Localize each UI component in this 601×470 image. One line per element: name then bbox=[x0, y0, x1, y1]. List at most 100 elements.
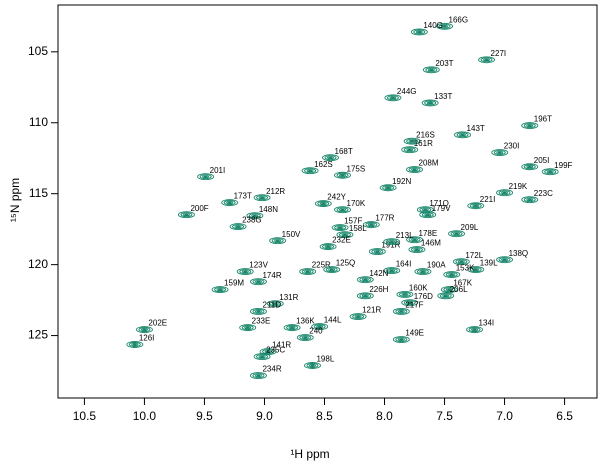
peak-contour bbox=[544, 169, 557, 175]
peak-label: 133T bbox=[434, 92, 452, 101]
peak-contour bbox=[424, 213, 432, 217]
peak-contour bbox=[286, 325, 299, 331]
peak-label: 166G bbox=[449, 15, 469, 24]
peak-contour bbox=[496, 256, 514, 264]
peak-contour bbox=[382, 185, 395, 191]
peak-contour bbox=[229, 223, 247, 231]
peak-contour bbox=[341, 233, 349, 237]
peak-contour bbox=[182, 213, 190, 217]
peak-label: 212R bbox=[266, 187, 285, 196]
peak-contour bbox=[322, 154, 339, 162]
peak-contour bbox=[468, 327, 481, 333]
peak-label: 123V bbox=[249, 261, 268, 270]
peak-contour bbox=[226, 201, 234, 205]
peak-contour bbox=[436, 22, 453, 30]
peak-label: 176D bbox=[414, 292, 433, 301]
peak-contour bbox=[258, 355, 266, 359]
peak-label: 201I bbox=[210, 166, 226, 175]
x-tick-label: 9.5 bbox=[196, 409, 213, 423]
peak-label: 139L bbox=[480, 259, 498, 268]
peak-label: 157F bbox=[344, 217, 362, 226]
peak-contour bbox=[319, 243, 337, 251]
peak-contour bbox=[269, 301, 282, 307]
peak-label: 199F bbox=[554, 161, 572, 170]
peak bbox=[218, 288, 223, 291]
peak-label: 174R bbox=[262, 271, 281, 280]
peak-contour bbox=[131, 343, 139, 346]
peak-contour bbox=[304, 168, 317, 174]
peak-contour bbox=[349, 313, 367, 321]
peak-contour bbox=[359, 277, 372, 283]
peak-contour bbox=[361, 294, 369, 298]
x-tick-label: 9.0 bbox=[256, 409, 273, 423]
peak-contour bbox=[368, 248, 386, 256]
peak-label: 240 bbox=[309, 327, 323, 336]
peak-contour bbox=[356, 292, 374, 300]
peak-contour bbox=[406, 301, 414, 305]
peak-contour bbox=[299, 335, 312, 341]
peak-label: 170K bbox=[347, 199, 366, 208]
peak-contour bbox=[415, 30, 423, 34]
peak-contour bbox=[471, 328, 479, 332]
peak-contour bbox=[388, 269, 396, 273]
peak-contour bbox=[396, 290, 414, 298]
peak-label: 149E bbox=[405, 329, 424, 338]
peak-contour bbox=[274, 239, 282, 243]
peak-contour bbox=[469, 267, 482, 273]
peak-contour bbox=[408, 139, 416, 143]
peak-contour bbox=[246, 212, 264, 220]
peak bbox=[407, 301, 412, 304]
peak-contour bbox=[546, 170, 554, 174]
peak bbox=[340, 208, 345, 211]
peak-contour bbox=[221, 199, 239, 207]
peak-contour bbox=[354, 315, 362, 319]
peak-contour bbox=[216, 288, 224, 292]
peak-contour bbox=[384, 94, 402, 102]
peak-contour bbox=[283, 324, 301, 332]
peak-label: 143T bbox=[467, 124, 485, 133]
peak bbox=[356, 315, 361, 318]
peak-contour bbox=[438, 23, 451, 29]
peak-contour bbox=[250, 372, 267, 380]
peak-contour bbox=[498, 257, 511, 263]
peak-contour bbox=[526, 198, 534, 202]
peak-label: 206L bbox=[450, 285, 468, 294]
peak-label: 221I bbox=[480, 195, 496, 204]
peak-contour bbox=[406, 148, 414, 152]
peak-contour bbox=[526, 124, 534, 128]
peak-contour bbox=[395, 337, 408, 342]
peak bbox=[447, 288, 452, 291]
peak-contour bbox=[467, 202, 485, 210]
peak-contour bbox=[177, 211, 195, 219]
peak-contour bbox=[384, 186, 392, 190]
peak-contour bbox=[448, 273, 456, 277]
peak-contour bbox=[317, 201, 330, 207]
peak-label: 196T bbox=[534, 115, 552, 124]
peak-label: 213L bbox=[396, 231, 414, 240]
peak-label: 225R bbox=[312, 261, 331, 270]
peak bbox=[303, 336, 308, 339]
peak-contour bbox=[521, 196, 539, 204]
peak-contour bbox=[248, 213, 261, 219]
peak-contour bbox=[501, 258, 509, 262]
peak-contour bbox=[339, 173, 346, 177]
peak-label: 226H bbox=[369, 285, 388, 294]
peak-contour bbox=[244, 326, 252, 330]
peak bbox=[527, 124, 532, 127]
peak-contour bbox=[306, 363, 319, 368]
peak-contour bbox=[328, 268, 336, 272]
peak-label: 158L bbox=[349, 224, 367, 233]
peak bbox=[410, 140, 415, 143]
peak-label: 219K bbox=[509, 182, 528, 191]
peak bbox=[399, 338, 404, 341]
x-tick-label: 6.5 bbox=[556, 409, 573, 423]
peak-contour bbox=[140, 328, 148, 332]
peak-label: 242Y bbox=[327, 193, 346, 202]
peak-label: 244G bbox=[397, 87, 417, 96]
peak bbox=[203, 175, 208, 178]
peak bbox=[527, 165, 532, 168]
peak-contour bbox=[397, 338, 405, 341]
peak-contour bbox=[383, 238, 401, 246]
peak-contour bbox=[422, 66, 440, 74]
peak-label: 192N bbox=[392, 177, 411, 186]
